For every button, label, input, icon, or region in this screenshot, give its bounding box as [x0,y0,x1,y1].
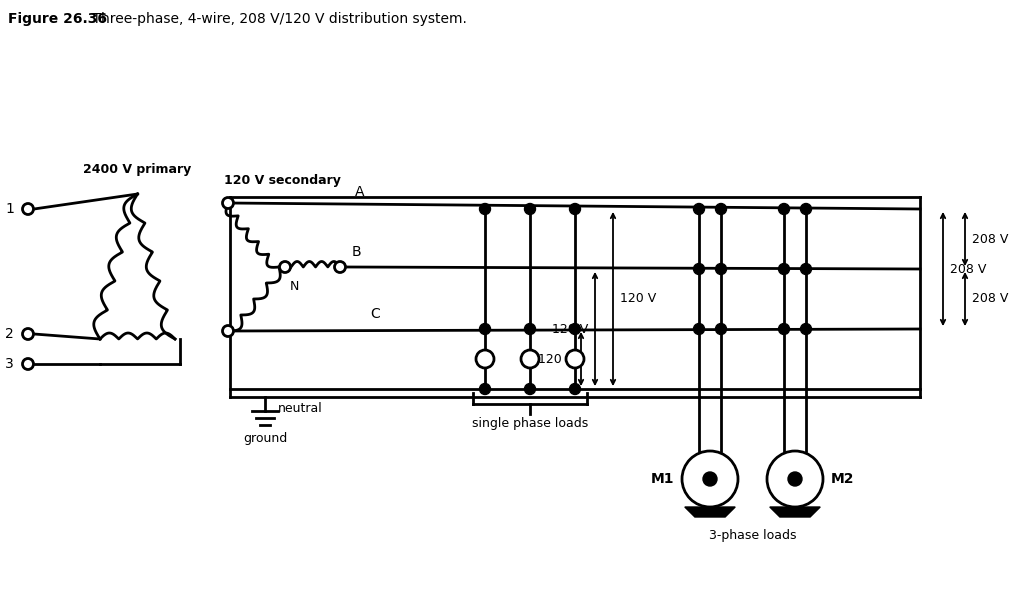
Circle shape [222,197,233,208]
Circle shape [715,324,727,334]
Circle shape [476,350,494,368]
Text: 2: 2 [5,327,14,341]
Circle shape [715,264,727,274]
Text: single phase loads: single phase loads [472,417,588,430]
Text: A: A [356,185,365,199]
Circle shape [682,451,738,507]
Circle shape [22,328,34,340]
Text: 120 V: 120 V [551,323,588,336]
Text: 3-phase loads: 3-phase loads [709,529,796,542]
Text: M1: M1 [650,472,674,486]
Circle shape [767,451,823,507]
Polygon shape [769,507,820,517]
Text: 3: 3 [5,357,14,371]
Circle shape [22,359,34,369]
Text: C: C [370,307,380,321]
Circle shape [570,384,581,394]
Circle shape [703,472,717,486]
Circle shape [779,204,790,214]
Circle shape [480,204,490,214]
Circle shape [694,324,704,334]
Circle shape [788,472,802,486]
Circle shape [480,324,490,334]
Circle shape [480,384,490,394]
Text: M2: M2 [832,472,855,486]
Circle shape [715,204,727,214]
Circle shape [222,326,233,336]
Text: N: N [290,280,300,293]
Circle shape [334,261,345,273]
Circle shape [801,324,811,334]
Circle shape [779,264,790,274]
Circle shape [801,204,811,214]
Circle shape [22,204,34,214]
Circle shape [694,264,704,274]
Text: 208 V: 208 V [972,292,1009,305]
Polygon shape [685,507,735,517]
Text: B: B [352,245,362,259]
Text: ground: ground [243,432,287,445]
Text: Figure 26.36: Figure 26.36 [8,12,107,26]
Text: 120 V: 120 V [538,352,574,365]
Circle shape [525,324,536,334]
Circle shape [779,324,790,334]
Text: 2400 V primary: 2400 V primary [84,163,192,176]
Text: 208 V: 208 V [950,263,986,276]
Circle shape [525,204,536,214]
Text: 120 V secondary: 120 V secondary [223,174,340,187]
Circle shape [525,384,536,394]
Circle shape [521,350,539,368]
Circle shape [801,264,811,274]
Text: 1: 1 [5,202,14,216]
Circle shape [694,204,704,214]
Text: Three-phase, 4-wire, 208 V/120 V distribution system.: Three-phase, 4-wire, 208 V/120 V distrib… [75,12,467,26]
Text: neutral: neutral [277,402,322,415]
Text: 208 V: 208 V [972,232,1009,245]
Circle shape [279,261,290,273]
Text: 120 V: 120 V [620,292,656,305]
Circle shape [570,204,581,214]
Circle shape [566,350,584,368]
Circle shape [570,324,581,334]
